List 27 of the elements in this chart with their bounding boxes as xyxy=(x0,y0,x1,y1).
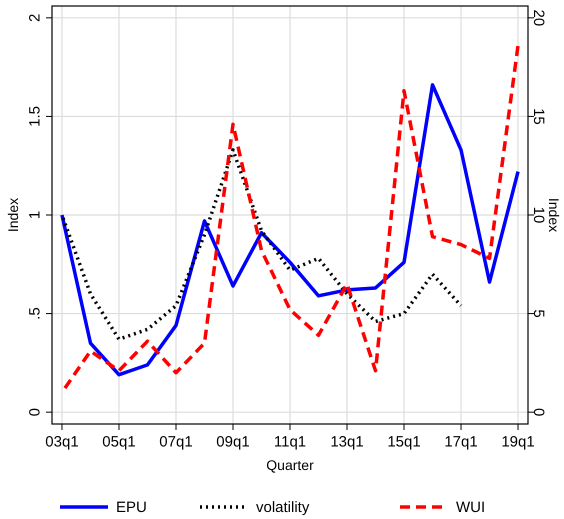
y2-axis-title: Index xyxy=(546,198,562,232)
y-tick-label: .5 xyxy=(26,307,44,320)
legend-label: EPU xyxy=(116,499,147,516)
x-tick-label: 09q1 xyxy=(216,434,250,450)
x-tick-label: 05q1 xyxy=(102,434,136,450)
x-axis-title: Quarter xyxy=(266,457,314,473)
y-tick-label: 1 xyxy=(26,210,44,220)
line-series xyxy=(60,148,463,341)
x-tick-label: 19q1 xyxy=(501,434,535,450)
x-tick-label: 07q1 xyxy=(159,434,193,450)
legend-label: volatility xyxy=(256,499,310,516)
x-tick-label: 13q1 xyxy=(330,434,364,450)
y-tick-label: 1.5 xyxy=(26,106,44,127)
y2-tick-label: 5 xyxy=(530,309,547,318)
y2-tick-label: 0 xyxy=(530,408,547,416)
y-tick-label: 2 xyxy=(26,14,44,22)
y-axis-title: Index xyxy=(5,198,21,232)
y2-tick-label: 15 xyxy=(530,108,547,125)
y2-tick-label: 20 xyxy=(530,9,547,26)
x-tick-label: 17q1 xyxy=(444,434,478,450)
line-series xyxy=(60,83,520,376)
x-tick-label: 11q1 xyxy=(274,434,306,450)
x-tick-label: 15q1 xyxy=(387,434,421,450)
y2-tick-label: 10 xyxy=(530,206,547,224)
y-tick-label: 0 xyxy=(26,408,44,416)
x-tick-label: 03q1 xyxy=(45,434,79,450)
legend-label: WUI xyxy=(456,499,486,516)
